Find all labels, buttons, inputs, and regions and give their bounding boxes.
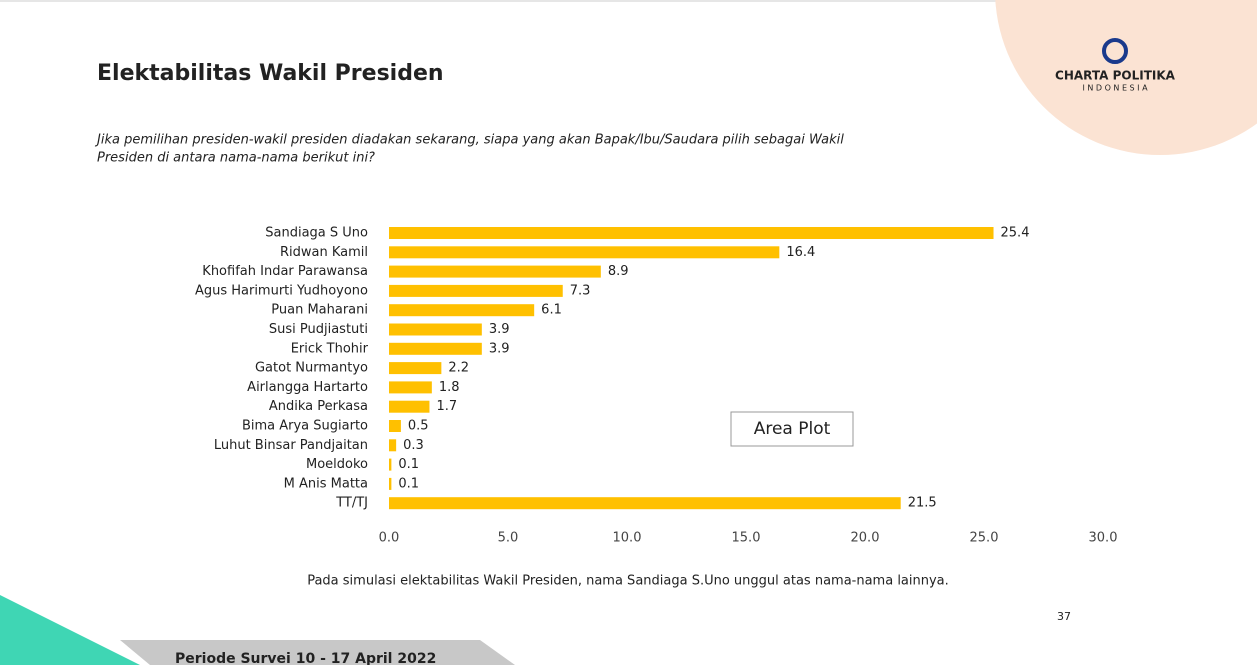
bar [389,323,482,336]
value-label: 2.2 [448,361,469,376]
value-label: 8.9 [608,264,629,279]
tooltip: Area Plot [754,419,831,439]
bar [389,477,392,490]
y-tick-label: Bima Arya Sugiarto [242,419,368,434]
y-tick-label: Agus Harimurti Yudhoyono [195,283,368,298]
y-tick-label: Sandiaga S Uno [265,226,368,241]
footer-band [120,640,515,665]
y-tick-label: TT/TJ [335,496,368,511]
value-label: 21.5 [908,496,937,511]
value-label: 3.9 [489,322,510,337]
value-label: 7.3 [570,283,591,298]
value-label: 0.5 [408,419,429,434]
logo-text: CHARTA POLITIKA [1055,69,1176,83]
y-tick-label: Erick Thohir [291,341,369,356]
x-tick-label: 25.0 [970,531,999,546]
y-tick-label: M Anis Matta [284,476,368,491]
question: Presiden di antara nama-nama berikut ini… [97,151,375,166]
decor-circle [995,0,1257,155]
x-tick-label: 15.0 [732,531,761,546]
page-number: 37 [1057,610,1071,623]
y-tick-label: Puan Maharani [271,303,368,318]
y-tick-label: Moeldoko [306,457,368,472]
bar [389,304,535,317]
value-label: 16.4 [786,245,815,260]
x-tick-label: 0.0 [379,531,400,546]
question: Jika pemilihan presiden-wakil presiden d… [94,133,844,148]
y-tick-label: Airlangga Hartarto [247,380,368,395]
y-tick-label: Andika Perkasa [269,399,368,414]
value-label: 1.8 [439,380,460,395]
bar [389,342,482,355]
bar [389,362,442,375]
bar [389,265,601,278]
bar [389,497,901,510]
title: Elektabilitas Wakil Presiden [97,61,444,86]
x-tick-label: 5.0 [498,531,519,546]
value-label: 0.3 [403,438,424,453]
logo-icon [1102,38,1128,64]
footnote: Pada simulasi elektabilitas Wakil Presid… [307,574,949,589]
bar [389,381,432,394]
y-tick-label: Khofifah Indar Parawansa [202,264,368,279]
x-tick-label: 20.0 [851,531,880,546]
bar [389,420,401,432]
value-label: 6.1 [541,303,562,318]
bar [389,458,392,471]
y-tick-label: Gatot Nurmantyo [255,361,368,376]
bar [389,227,994,239]
y-tick-label: Susi Pudjiastuti [269,322,368,337]
y-tick-label: Ridwan Kamil [280,245,368,260]
period: Periode Survei 10 - 17 April 2022 [175,651,436,665]
value-label: 0.1 [398,476,419,491]
x-tick-label: 30.0 [1089,531,1118,546]
value-label: 1.7 [436,399,457,414]
value-label: 25.4 [1001,226,1030,241]
bar [389,284,563,297]
value-label: 3.9 [489,341,510,356]
y-tick-label: Luhut Binsar Pandjaitan [214,438,368,453]
logo-sub: I N D O N E S I A [1082,84,1148,93]
tooltip-box [730,411,854,447]
x-tick-label: 10.0 [613,531,642,546]
bar [389,439,397,452]
bar [389,400,430,413]
value-label: 0.1 [398,457,419,472]
decor-triangle [0,595,140,665]
bar [389,246,780,259]
